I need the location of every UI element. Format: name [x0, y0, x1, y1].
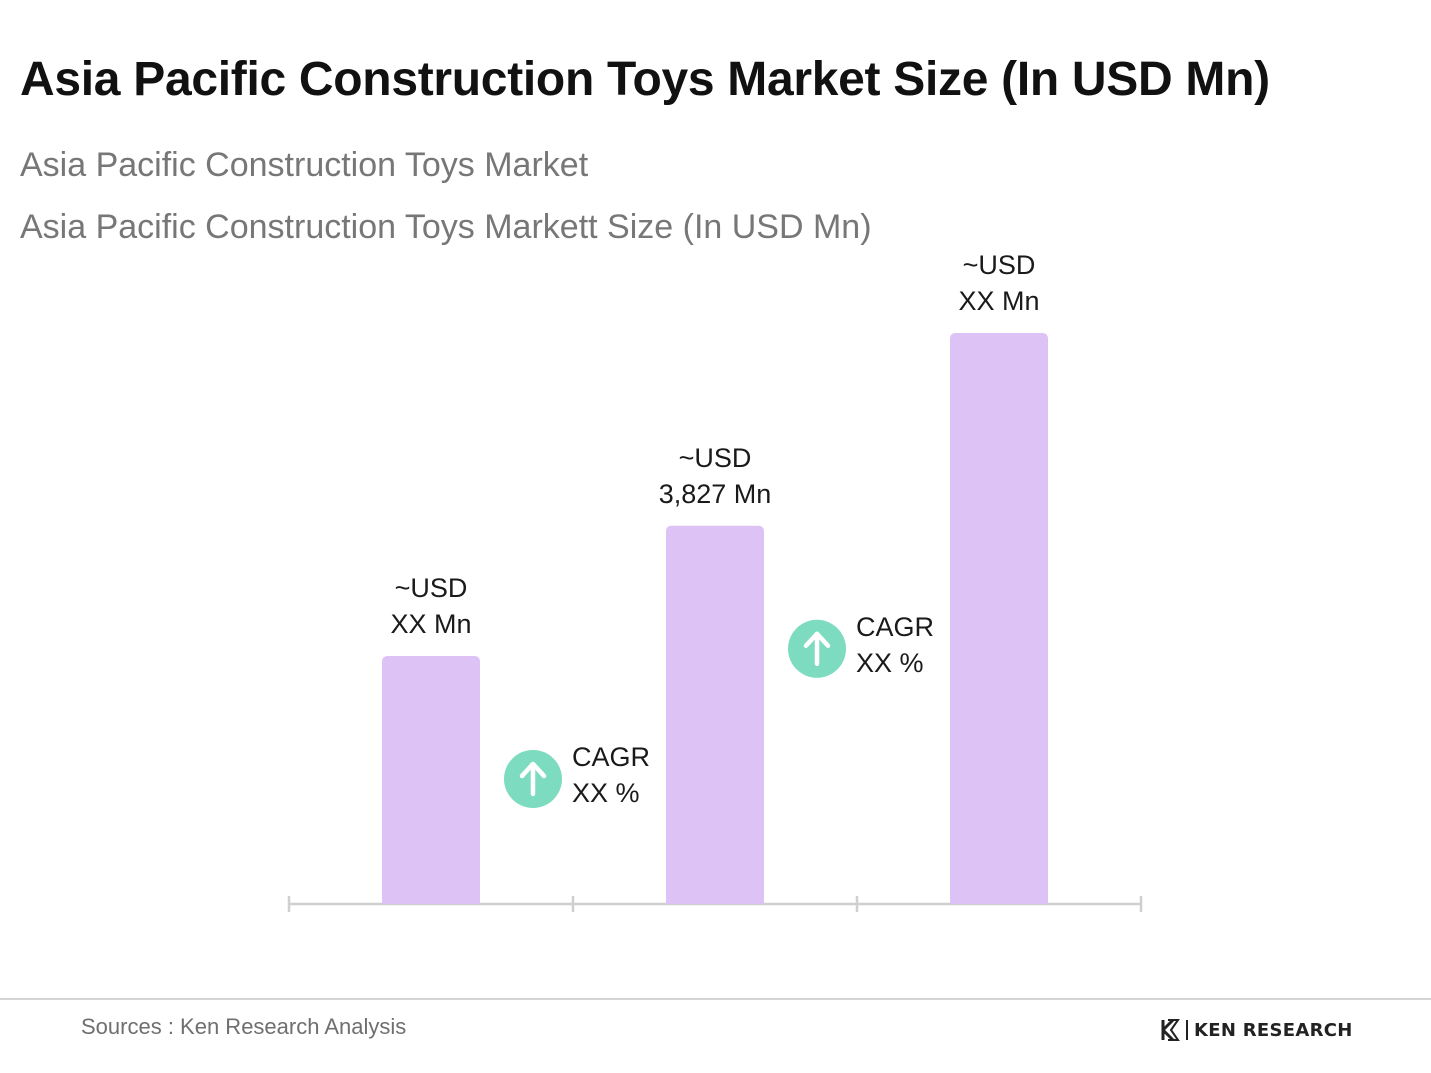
bar-chart: ~USD XX Mn ~USD 3,827 Mn ~USD XX Mn CAGR XX % CA… — [287, 250, 1143, 912]
bar-3-label-line-2: XX Mn — [958, 286, 1039, 316]
chart-subtitle-secondary: Asia Pacific Construction Toys Markett S… — [20, 208, 872, 246]
cagr-arrow-up-icon — [803, 631, 831, 667]
cagr-1-label: CAGR — [572, 742, 650, 772]
footer-divider — [0, 998, 1431, 1000]
bar-2 — [666, 525, 764, 904]
bar-3 — [950, 332, 1048, 905]
cagr-2-label: CAGR — [856, 612, 934, 642]
source-note: Sources : Ken Research Analysis — [81, 1014, 407, 1039]
chart-subtitle: Asia Pacific Construction Toys Market — [20, 146, 589, 184]
bar-1-label-line-1: ~USD — [395, 573, 468, 603]
bar-2-label-line-1: ~USD — [679, 443, 752, 473]
ken-research-logo: KEN RESEARCH — [1160, 1016, 1353, 1044]
page-title: Asia Pacific Construction Toys Market Si… — [20, 53, 1270, 106]
bar-3-label-line-1: ~USD — [963, 250, 1036, 280]
bar-2-label-line-2: 3,827 Mn — [659, 479, 772, 509]
cagr-1-value: XX % — [572, 778, 640, 808]
cagr-2-value: XX % — [856, 648, 924, 678]
ken-research-logo-icon — [1161, 1018, 1180, 1042]
bar-1-label-line-2: XX Mn — [390, 609, 471, 639]
cagr-arrow-up-icon — [519, 761, 547, 797]
ken-research-logo-text: KEN RESEARCH — [1194, 1019, 1353, 1041]
bar-1 — [382, 655, 480, 904]
